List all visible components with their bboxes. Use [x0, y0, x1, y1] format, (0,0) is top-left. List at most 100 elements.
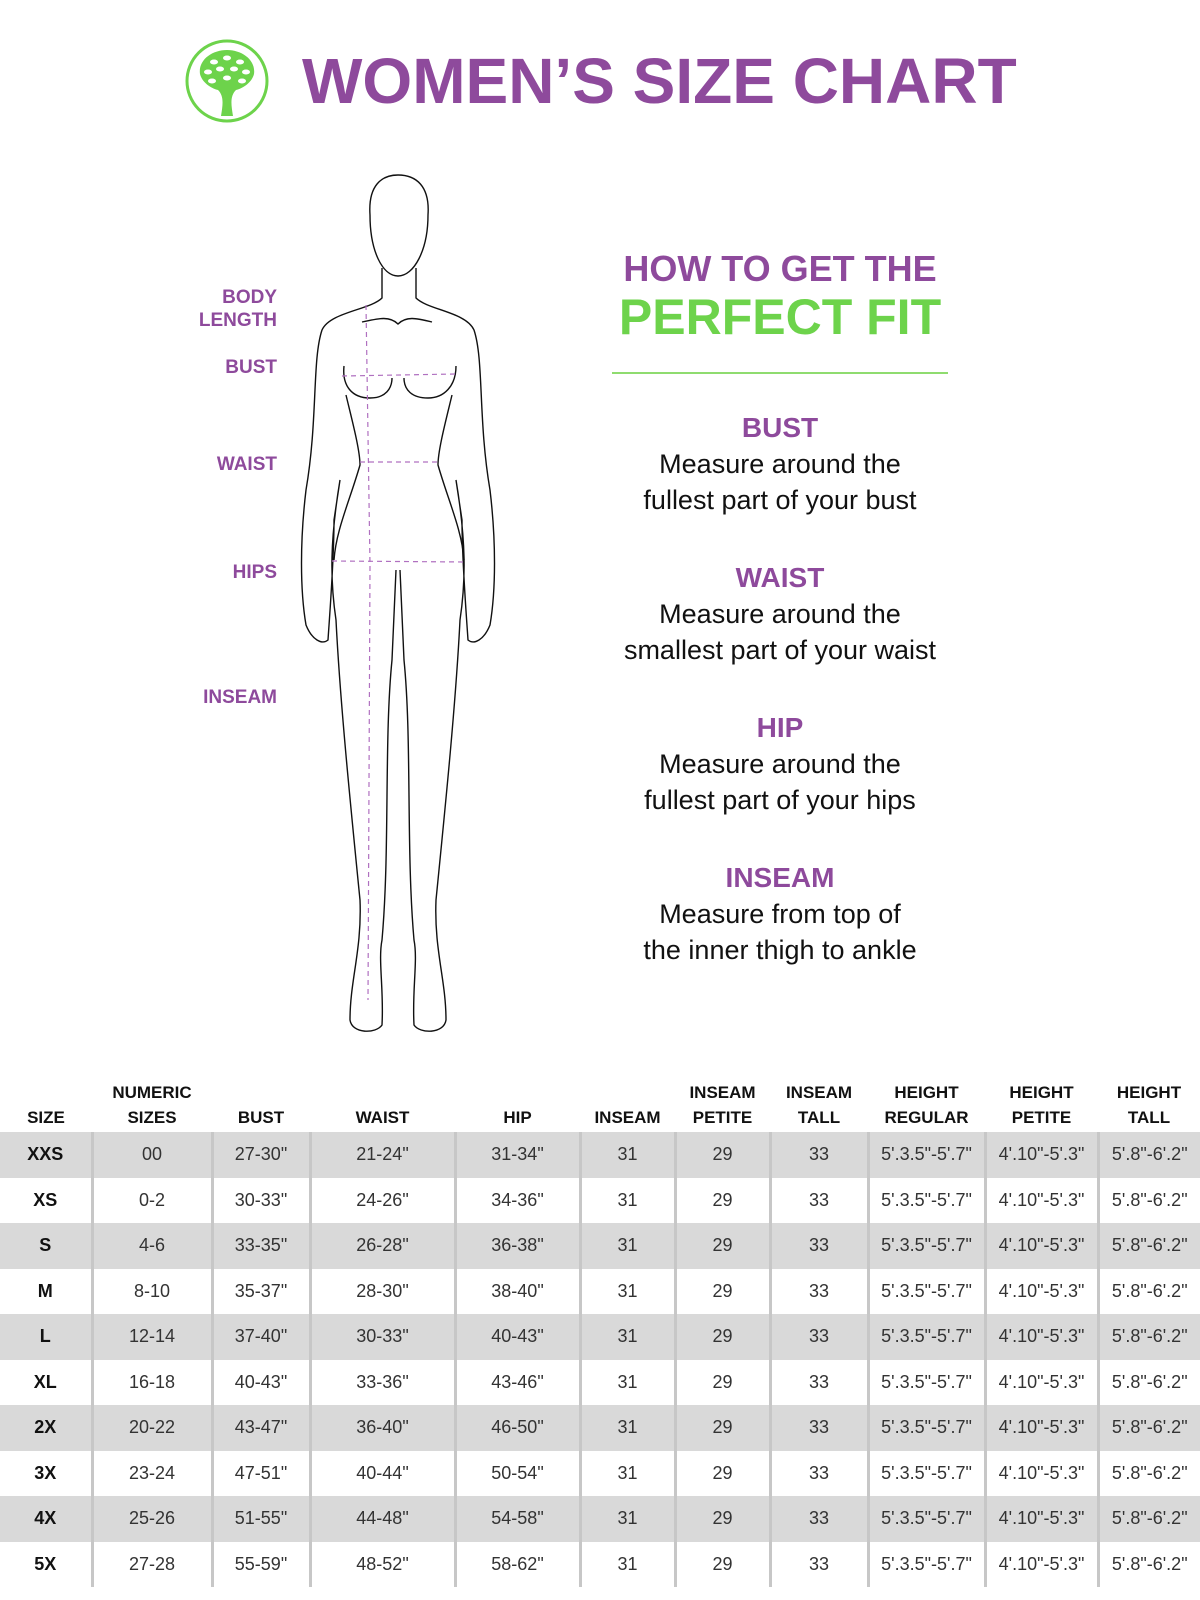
table-cell: 26-28" [308, 1223, 455, 1269]
section-hip: HIP Measure around the fullest part of y… [580, 710, 980, 818]
table-cell: 29 [673, 1450, 770, 1496]
label-text: BODY LENGTH [198, 287, 277, 331]
table-cell: 5'.3.5"-5'.7" [866, 1541, 985, 1587]
table-cell: 36-38" [453, 1223, 580, 1269]
column-header: HIP [455, 1080, 580, 1132]
section-text: smallest part of your waist [623, 635, 937, 665]
table-cell: 4-6 [90, 1223, 212, 1269]
header-text: HIP [503, 1108, 532, 1127]
table-cell: 5'.3.5"-5'.7" [866, 1177, 985, 1223]
table-cell: 5'.3.5"-5'.7" [866, 1405, 985, 1451]
table-cell: 5'.8"-6'.2" [1096, 1314, 1200, 1360]
section-waist: WAIST Measure around the smallest part o… [580, 560, 980, 668]
tree-logo-icon [185, 39, 269, 123]
table-cell: 33 [768, 1268, 868, 1314]
column-header: SIZE [0, 1080, 92, 1132]
table-cell: 4'.10"-5'.3" [983, 1177, 1098, 1223]
section-text: Measure from top of [659, 899, 901, 929]
table-cell: 29 [673, 1359, 770, 1405]
header-text: TALL [1127, 1108, 1171, 1127]
table-cell: 5'.8"-6'.2" [1096, 1223, 1200, 1269]
table-cell: 8-10 [90, 1268, 212, 1314]
table-cell: 16-18 [90, 1359, 212, 1405]
header-text: HEIGHT [894, 1083, 959, 1102]
body-outline-left [300, 268, 397, 1032]
table-cell: 33 [768, 1405, 868, 1451]
table-cell: 5'.3.5"-5'.7" [866, 1450, 985, 1496]
table-cell: 29 [673, 1177, 770, 1223]
table-cell: 5'.3.5"-5'.7" [866, 1268, 985, 1314]
table-cell: 31 [578, 1496, 675, 1542]
header-text: PETITE [1011, 1108, 1072, 1127]
section-title: BUST [741, 412, 819, 443]
section-text: the inner thigh to ankle [643, 935, 917, 965]
table-cell: 44-48" [308, 1496, 455, 1542]
table-cell: 5'.8"-6'.2" [1096, 1496, 1200, 1542]
table-cell: 0-2 [90, 1177, 212, 1223]
table-cell: 28-30" [308, 1268, 455, 1314]
table-cell: 33 [768, 1541, 868, 1587]
section-title: HIP [756, 712, 804, 743]
table-cell: 5'.8"-6'.2" [1096, 1268, 1200, 1314]
table-cell: 00 [90, 1132, 212, 1178]
section-text: fullest part of your hips [644, 785, 916, 815]
label-hips: HIPS [232, 562, 277, 583]
table-cell: 4'.10"-5'.3" [983, 1405, 1098, 1451]
table-cell: 40-44" [308, 1450, 455, 1496]
table-cell: 38-40" [453, 1268, 580, 1314]
header-text: HEIGHT [1116, 1083, 1182, 1102]
label-body-length: BODY LENGTH [187, 286, 277, 332]
table-cell: 33-36" [308, 1359, 455, 1405]
table-cell: 29 [673, 1132, 770, 1178]
table-cell: 31 [578, 1405, 675, 1451]
table-cell: 21-24" [308, 1132, 455, 1178]
column-header: NUMERIC SIZES [92, 1080, 212, 1132]
section-text: fullest part of your bust [643, 485, 917, 515]
table-cell: 5'.3.5"-5'.7" [866, 1359, 985, 1405]
table-cell: 5'.8"-6'.2" [1096, 1359, 1200, 1405]
table-cell: 31 [578, 1359, 675, 1405]
table-cell: 30-33" [308, 1314, 455, 1360]
label-waist: WAIST [216, 454, 277, 475]
divider [612, 372, 948, 374]
table-cell: 29 [673, 1496, 770, 1542]
table-cell: 27-28 [90, 1541, 212, 1587]
table-cell: 33 [768, 1450, 868, 1496]
table-cell: 27-30" [210, 1132, 310, 1178]
header-text: TALL [797, 1108, 841, 1127]
table-cell: 5'.3.5"-5'.7" [866, 1132, 985, 1178]
table-cell: 51-55" [210, 1496, 310, 1542]
table-cell: 29 [673, 1541, 770, 1587]
table-cell: 46-50" [453, 1405, 580, 1451]
table-cell: 36-40" [308, 1405, 455, 1451]
section-title: INSEAM [725, 862, 835, 893]
table-cell: 12-14 [90, 1314, 212, 1360]
table-cell: S [0, 1223, 92, 1269]
table-cell: 5'.8"-6'.2" [1096, 1450, 1200, 1496]
table-cell: 4'.10"-5'.3" [983, 1132, 1098, 1178]
table-row: XS 0-2 30-33" 24-26" 34-36" 31 29 33 5'.3.5"-5'.… [0, 1177, 1200, 1223]
table-cell: 31 [578, 1541, 675, 1587]
table-cell: 33 [768, 1223, 868, 1269]
table-cell: 33-35" [210, 1223, 310, 1269]
table-cell: XXS [0, 1132, 92, 1178]
section-inseam: INSEAM Measure from top of the inner thi… [580, 860, 980, 968]
section-text: Measure around the [659, 449, 901, 479]
table-cell: XS [33, 1189, 58, 1210]
table-cell: 3X [34, 1462, 57, 1483]
table-cell: 31 [578, 1268, 675, 1314]
table-cell: 4'.10"-5'.3" [983, 1450, 1098, 1496]
label-bust: BUST [225, 357, 277, 378]
header-text: BUST [237, 1108, 285, 1127]
table-cell: 31 [578, 1132, 675, 1178]
column-header: INSEAM TALL [770, 1080, 868, 1132]
table-cell: 5'.3.5"-5'.7" [866, 1496, 985, 1542]
table-cell: 31 [578, 1223, 675, 1269]
table-cell: 5'.8"-6'.2" [1096, 1405, 1200, 1451]
size-table: SIZE NUMERIC SIZES BUST WAIST HIP INSEAM INSEAM… [0, 1080, 1200, 1587]
table-cell: 31 [578, 1314, 675, 1360]
table-row: XXS 00 27-30" 21-24" 31-34" 31 29 33 5'.3.5"-5'.… [0, 1132, 1200, 1178]
table-cell: 23-24 [90, 1450, 212, 1496]
table-cell: 34-36" [453, 1177, 580, 1223]
table-cell: 25-26 [90, 1496, 212, 1542]
